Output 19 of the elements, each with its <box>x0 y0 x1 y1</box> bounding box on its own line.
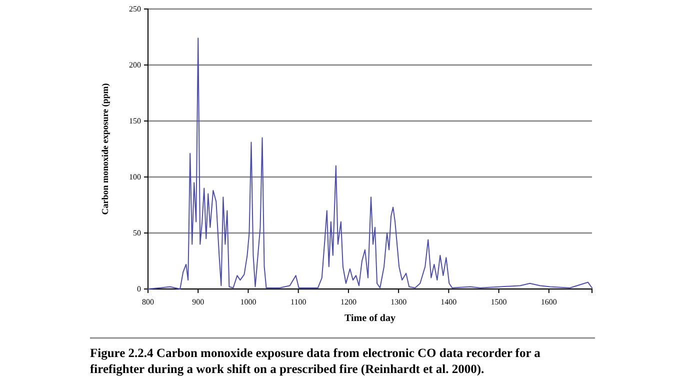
y-tick-label: 200 <box>129 60 141 70</box>
y-tick-label: 250 <box>129 4 141 14</box>
y-tick-label: 0 <box>137 284 141 294</box>
line-series <box>148 38 592 290</box>
x-tick-label: 800 <box>142 298 154 307</box>
x-tick-label: 1500 <box>490 298 507 307</box>
x-tick-label: 1000 <box>240 298 256 307</box>
y-tick-label: 100 <box>129 172 141 182</box>
x-tick-label: 1200 <box>340 298 356 307</box>
y-tick-label: 50 <box>133 228 141 238</box>
x-tick-label: 1600 <box>540 298 557 307</box>
x-tick-label: 1100 <box>290 298 306 307</box>
x-tick-label: 1400 <box>440 298 457 307</box>
x-tick-label: 1300 <box>390 298 407 307</box>
y-axis-title: Carbon monoxide exposure (ppm) <box>100 83 110 215</box>
caption: Figure 2.2.4 Carbon monoxide exposure data from electronic CO data recorder for a firefighter during a work shift on a prescribed fire (Reinhardt et al. 2000). <box>90 346 542 376</box>
x-tick-label: 900 <box>192 298 204 307</box>
y-tick-label: 150 <box>129 116 141 126</box>
x-axis-title: Time of day <box>344 313 396 324</box>
